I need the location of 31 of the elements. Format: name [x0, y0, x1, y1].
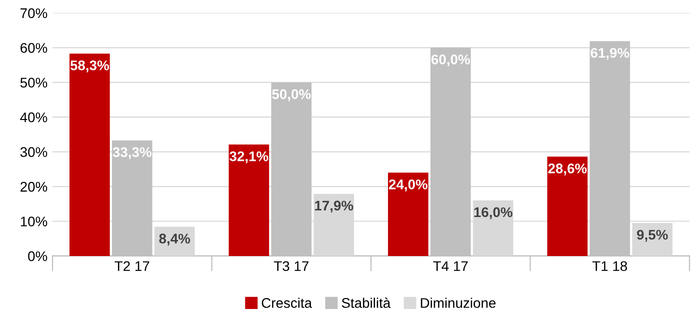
bar: [228, 144, 270, 256]
y-tick-label: 30%: [20, 147, 48, 157]
legend-label: Crescita: [262, 298, 312, 308]
data-label: 16,0%: [474, 207, 512, 220]
data-label: 8,4%: [159, 234, 190, 246]
data-label: 60,0%: [431, 54, 470, 66]
data-label: 24,0%: [388, 180, 428, 192]
data-label: 28,6%: [548, 164, 587, 176]
data-label: 50,0%: [272, 89, 311, 102]
y-tick-label: 60%: [20, 43, 48, 53]
y-tick-label: 70%: [20, 8, 48, 18]
bar: [388, 172, 428, 256]
y-tick-label: 40%: [20, 112, 48, 122]
y-tick-label: 0%: [28, 251, 48, 262]
bar: [547, 156, 588, 256]
x-tick-label: T3 17: [274, 261, 308, 272]
y-tick-label: 10%: [20, 216, 48, 226]
y-tick-label: 50%: [20, 78, 48, 88]
data-label: 9,5%: [636, 230, 668, 242]
x-tick-label: T1 18: [592, 261, 628, 272]
bar: [69, 54, 110, 256]
data-label: 32,1%: [230, 151, 268, 164]
legend-label: Diminuzione: [420, 298, 496, 308]
y-tick-label: 20%: [20, 182, 48, 192]
x-tick-label: T4 17: [433, 261, 468, 271]
data-label: 61,9%: [590, 48, 630, 60]
data-label: 33,3%: [112, 147, 152, 160]
legend-label: Stabilità: [342, 298, 391, 308]
data-label: 58,3%: [70, 60, 109, 72]
data-label: 17,9%: [315, 200, 354, 213]
x-tick-label: T2 17: [114, 261, 150, 271]
